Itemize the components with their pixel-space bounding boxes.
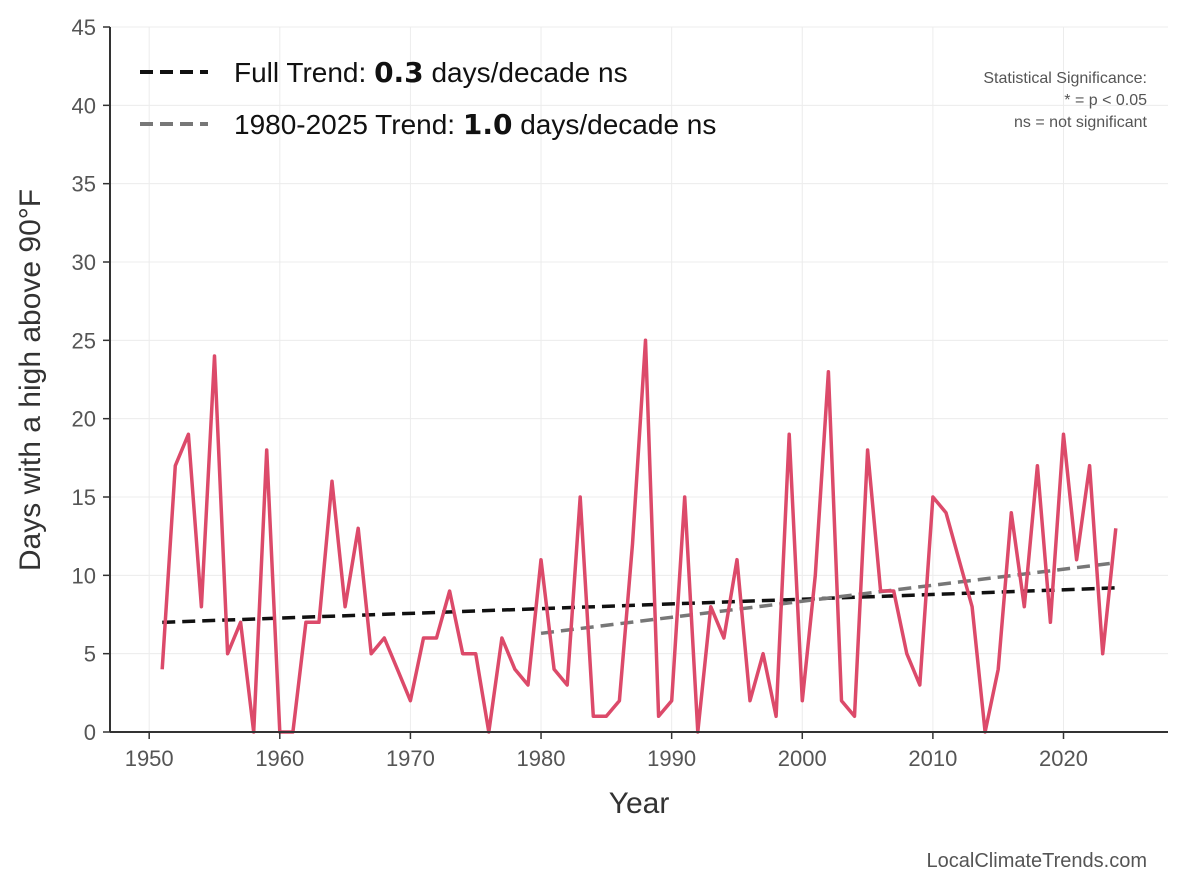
significance-note-line: * = p < 0.05	[1064, 92, 1147, 109]
ticks: 0 5 10 15 20 25 30 35 40 45 1950 1960 1970 1980 1990 20…	[72, 15, 1088, 771]
legend-label: Full Trend: 0.3 days/decade ns	[234, 56, 628, 89]
legend-label-value: 1.0	[463, 108, 513, 141]
x-tick-label: 2000	[778, 746, 827, 771]
significance-note-line: ns = not significant	[1014, 114, 1148, 131]
x-tick-label: 2020	[1039, 746, 1088, 771]
significance-note: Statistical Significance: * = p < 0.05 n…	[983, 70, 1147, 131]
y-tick-label: 35	[72, 172, 96, 197]
x-tick-label: 2010	[908, 746, 957, 771]
y-tick-label: 15	[72, 485, 96, 510]
y-tick-label: 45	[72, 15, 96, 40]
legend-label-prefix: 1980-2025 Trend:	[234, 109, 463, 140]
y-tick-label: 30	[72, 250, 96, 275]
legend-label-value: 0.3	[374, 56, 424, 89]
series-line	[160, 338, 1118, 734]
x-axis-title: Year	[609, 787, 670, 820]
y-tick-label: 0	[84, 720, 96, 745]
legend: Full Trend: 0.3 days/decade ns1980-2025 …	[140, 56, 716, 141]
x-tick-label: 1950	[125, 746, 174, 771]
y-axis-title: Days with a high above 90°F	[14, 189, 47, 571]
y-tick-label: 40	[72, 93, 96, 118]
y-tick-label: 25	[72, 328, 96, 353]
axes	[109, 27, 1168, 733]
x-tick-label: 1970	[386, 746, 435, 771]
credit-text: LocalClimateTrends.com	[927, 850, 1147, 872]
y-tick-label: 10	[72, 563, 96, 588]
legend-label-suffix: days/decade ns	[512, 109, 716, 140]
y-tick-label: 20	[72, 407, 96, 432]
x-tick-label: 1990	[647, 746, 696, 771]
legend-label-prefix: Full Trend:	[234, 57, 374, 88]
y-tick-label: 5	[84, 642, 96, 667]
x-tick-label: 1980	[517, 746, 566, 771]
legend-label-suffix: days/decade ns	[424, 57, 628, 88]
data-series	[160, 338, 1118, 734]
legend-label: 1980-2025 Trend: 1.0 days/decade ns	[234, 108, 716, 141]
significance-note-line: Statistical Significance:	[983, 70, 1147, 87]
x-tick-label: 1960	[255, 746, 304, 771]
